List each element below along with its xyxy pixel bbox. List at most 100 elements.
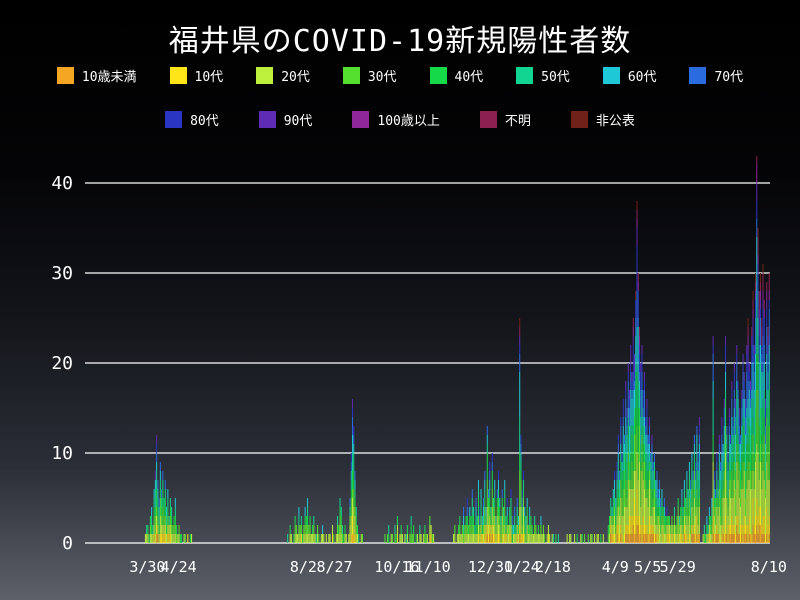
bar-segment	[686, 471, 688, 480]
bar-segment	[298, 534, 300, 543]
bar-segment	[493, 525, 495, 534]
bar-segment	[173, 516, 175, 525]
bar-segment	[480, 534, 482, 543]
bar-segment	[609, 516, 611, 525]
bar-segment	[514, 525, 516, 534]
bar-segment	[162, 534, 164, 543]
bar-segment	[757, 354, 759, 390]
bar-segment	[641, 435, 643, 471]
bar-segment	[616, 480, 618, 489]
bar-segment	[634, 471, 635, 498]
bar-segment	[622, 489, 624, 516]
bar-segment	[178, 525, 180, 534]
bar-segment	[760, 300, 762, 309]
bar-segment	[750, 453, 752, 471]
bar-segment	[765, 399, 767, 408]
bar-segment	[494, 480, 496, 489]
bar-segment	[640, 363, 642, 372]
bar-segment	[750, 534, 752, 543]
bar-segment	[717, 507, 719, 516]
bar-segment	[648, 417, 650, 426]
bar-segment	[728, 462, 730, 480]
bar-segment	[706, 525, 708, 534]
bar-segment	[645, 453, 647, 462]
bar-segment	[686, 480, 688, 489]
bar-segment	[752, 417, 754, 435]
bar-segment	[162, 507, 164, 525]
bar-segment	[742, 489, 744, 525]
bar-segment	[466, 525, 468, 534]
bar-segment	[767, 372, 769, 390]
bar-segment	[697, 534, 699, 543]
bar-segment	[395, 534, 397, 543]
bar-segment	[741, 426, 743, 444]
bar-segment	[172, 534, 174, 543]
bar-segment	[312, 525, 314, 534]
bar-segment	[742, 399, 744, 417]
bar-segment	[747, 327, 749, 336]
bar-segment	[643, 417, 645, 426]
bar-segment	[519, 507, 521, 525]
bar-segment	[725, 453, 727, 516]
bar-segment	[637, 318, 639, 327]
bar-segment	[745, 435, 747, 453]
bar-segment	[610, 507, 612, 516]
bar-segment	[149, 534, 151, 543]
bar-segment	[730, 534, 732, 543]
bar-segment	[616, 462, 618, 471]
bar-segment	[637, 381, 639, 408]
bar-segment	[309, 525, 311, 534]
bar-segment	[758, 291, 760, 309]
bar-segment	[740, 525, 742, 543]
bar-segment	[745, 417, 747, 435]
bar-segment	[742, 363, 744, 372]
bar-segment	[610, 498, 612, 507]
bar-segment	[696, 426, 698, 435]
bar-segment	[761, 435, 763, 462]
bar-segment	[622, 426, 624, 453]
bar-segment	[638, 516, 640, 534]
bar-segment	[307, 516, 309, 525]
bar-segment	[169, 507, 171, 516]
bar-segment	[342, 534, 344, 543]
bar-segment	[663, 525, 665, 534]
bar-segment	[686, 516, 688, 534]
bar-segment	[752, 327, 754, 345]
bar-segment	[736, 525, 738, 543]
bar-segment	[733, 408, 735, 417]
bar-segment	[494, 489, 496, 498]
bar-segment	[750, 408, 752, 426]
bar-segment	[747, 480, 749, 525]
bar-segment	[483, 498, 485, 507]
bar-segment	[519, 372, 521, 417]
bar-segment	[520, 435, 522, 444]
bar-segment	[157, 480, 159, 489]
bar-segment	[725, 534, 727, 543]
bar-segment	[728, 453, 730, 462]
bar-segment	[610, 534, 612, 543]
bar-segment	[471, 534, 473, 543]
bar-segment	[648, 516, 650, 534]
bar-segment	[737, 516, 739, 534]
bar-segment	[727, 507, 729, 516]
bar-segment	[676, 516, 678, 525]
bar-segment	[479, 507, 481, 516]
bar-segment	[662, 516, 664, 525]
bar-segment	[340, 516, 342, 525]
bar-segment	[524, 525, 526, 534]
bar-segment	[758, 462, 760, 480]
bar-segment	[695, 498, 697, 507]
bar-segment	[672, 525, 674, 534]
bar-segment	[681, 507, 683, 516]
bar-segment	[413, 525, 415, 534]
bar-segment	[747, 525, 749, 543]
bar-segment	[151, 516, 153, 525]
bar-segment	[169, 525, 171, 534]
bar-segment	[740, 507, 742, 525]
bar-segment	[570, 534, 572, 543]
bar-segment	[692, 471, 694, 480]
bar-segment	[335, 534, 337, 543]
bar-segment	[698, 435, 700, 444]
bar-segment	[641, 354, 643, 372]
bar-segment	[661, 516, 663, 525]
